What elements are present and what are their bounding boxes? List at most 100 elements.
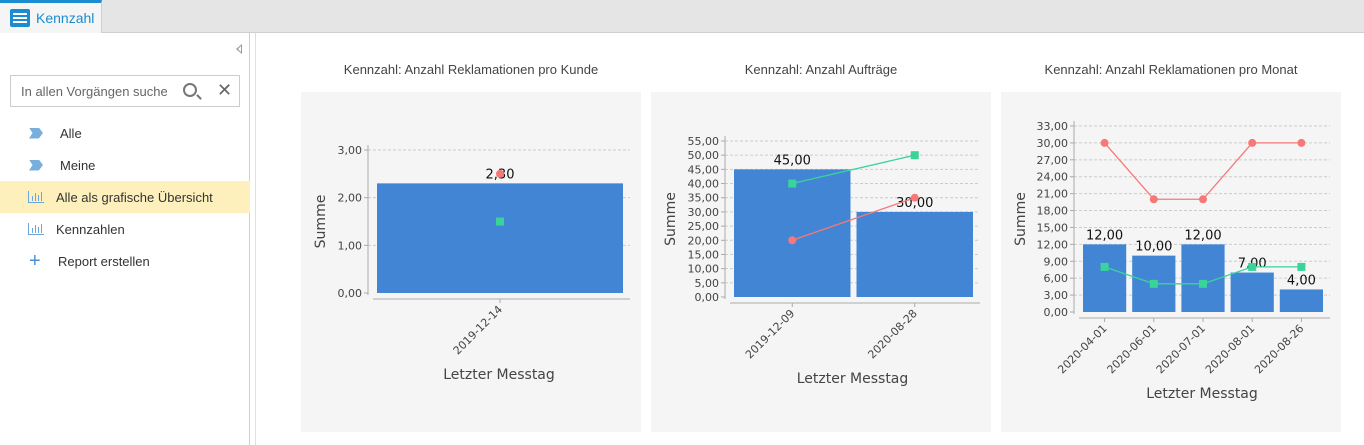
chart-panel-3: 0,00 3,00 6,00 9,00 12,00 15,00 18,00 21,00 24,0… — [1001, 92, 1341, 432]
bar-label: 30,00 — [896, 196, 933, 211]
tab-kennzahl[interactable]: Kennzahl — [0, 0, 102, 33]
y-tick-label: 21,00 — [1037, 188, 1069, 201]
bar — [1181, 244, 1225, 312]
y-tick-label: 15,00 — [1037, 221, 1069, 234]
green-point — [1100, 262, 1109, 271]
green-point — [1297, 262, 1306, 271]
y-tick-label: 0,00 — [1044, 306, 1069, 319]
y-tick-label: 30,00 — [688, 206, 720, 219]
divider — [255, 33, 256, 445]
bar — [734, 169, 851, 297]
x-tick-label: 2020-07-01 — [1154, 322, 1208, 376]
bar — [1083, 244, 1127, 312]
y-tick-label: 25,00 — [688, 220, 720, 233]
x-tick-label: 2020-04-01 — [1055, 322, 1109, 376]
red-point — [1149, 195, 1158, 204]
y-tick-label: 10,00 — [688, 263, 720, 276]
bar-label: 10,00 — [1135, 240, 1172, 255]
sidebar-item-meine[interactable]: Meine — [0, 149, 250, 181]
y-tick-label: 3,00 — [1044, 289, 1069, 302]
x-tick-label: 2020-08-26 — [1252, 322, 1306, 376]
y-tick-label: 1,00 — [338, 239, 363, 252]
y-tick-label: 15,00 — [688, 248, 720, 261]
y-tick-label: 35,00 — [688, 192, 720, 205]
chart-title: Kennzahl: Anzahl Reklamationen pro Kunde — [343, 62, 599, 77]
tag-icon — [29, 159, 43, 171]
green-point — [910, 151, 919, 160]
red-point — [496, 169, 504, 178]
sidebar-item-report-erstellen[interactable]: + Report erstellen — [29, 249, 150, 272]
tab-bar: Kennzahl — [0, 0, 1364, 33]
y-tick-label: 27,00 — [1037, 154, 1069, 167]
sidebar — [0, 33, 250, 445]
green-point — [1248, 262, 1257, 271]
y-tick-label: 0,00 — [338, 287, 363, 300]
bar-chart-icon — [28, 223, 44, 235]
search-icon[interactable] — [183, 83, 197, 97]
bar-label: 4,00 — [1287, 273, 1316, 288]
search-input[interactable]: In allen Vorgängen suchen ✕ — [10, 75, 240, 107]
sidebar-item-grafische-uebersicht[interactable]: Alle als grafische Übersicht — [0, 181, 250, 213]
y-tick-label: 0,00 — [695, 291, 720, 304]
y-tick-label: 33,00 — [1037, 120, 1069, 133]
bar-label: 12,00 — [1086, 228, 1123, 243]
y-axis-label: Summe — [313, 195, 329, 249]
bar — [377, 183, 623, 293]
x-tick-label: 2019-12-09 — [743, 307, 797, 361]
green-series-line — [792, 154, 915, 185]
x-tick-label: 2020-08-28 — [865, 307, 919, 361]
red-point — [1248, 138, 1257, 147]
x-axis-label: Letzter Messtag — [443, 367, 555, 383]
y-tick-label: 12,00 — [1037, 238, 1069, 251]
y-tick-label: 3,00 — [338, 144, 363, 157]
list-icon — [10, 9, 30, 27]
green-point — [1199, 279, 1207, 288]
green-point — [496, 217, 504, 226]
tag-icon — [29, 127, 43, 139]
y-tick-label: 30,00 — [1037, 137, 1069, 150]
bar — [1279, 289, 1323, 312]
x-axis-label: Letzter Messtag — [797, 371, 909, 387]
y-tick-label: 40,00 — [688, 178, 720, 191]
collapse-sidebar-icon[interactable] — [236, 44, 242, 54]
sidebar-item-kennzahlen[interactable]: Kennzahlen — [0, 213, 250, 245]
y-tick-label: 18,00 — [1037, 205, 1069, 218]
sidebar-item-alle[interactable]: Alle — [0, 117, 250, 149]
y-tick-label: 5,00 — [695, 277, 720, 290]
y-tick-label: 20,00 — [688, 234, 720, 247]
red-point — [1297, 138, 1306, 147]
bar — [856, 211, 973, 297]
red-point — [910, 193, 919, 202]
green-point — [788, 179, 797, 188]
y-axis-label: Summe — [1013, 192, 1029, 246]
clear-icon[interactable]: ✕ — [217, 80, 233, 100]
x-tick-label: 2020-06-01 — [1105, 322, 1159, 376]
y-tick-label: 45,00 — [688, 163, 720, 176]
chart-title: Kennzahl: Anzahl Reklamationen pro Monat — [1044, 62, 1298, 77]
y-tick-label: 6,00 — [1044, 272, 1069, 285]
red-point — [788, 236, 797, 245]
red-point — [1100, 138, 1109, 147]
x-tick-label: 2020-08-01 — [1203, 322, 1257, 376]
y-axis-label: Summe — [663, 192, 679, 246]
y-tick-label: 50,00 — [688, 149, 720, 162]
red-series-line — [792, 197, 915, 241]
bar-label: 45,00 — [774, 153, 811, 168]
red-point — [1199, 195, 1207, 204]
x-axis-label: Letzter Messtag — [1146, 386, 1258, 402]
y-tick-label: 2,00 — [338, 192, 363, 205]
chart-panel-2: 0,00 5,00 10,00 15,00 20,00 25,00 30,00 35,00 40… — [651, 92, 991, 432]
x-tick-label: 2019-12-14 — [451, 303, 505, 357]
red-series-line — [1104, 142, 1302, 200]
bar-chart-icon — [28, 191, 44, 203]
tab-label: Kennzahl — [36, 10, 95, 26]
bar — [1230, 272, 1274, 312]
bar-label: 12,00 — [1184, 228, 1221, 243]
y-tick-label: 9,00 — [1044, 255, 1069, 268]
y-tick-label: 24,00 — [1037, 171, 1069, 184]
plus-icon: + — [29, 249, 41, 272]
y-tick-label: 55,00 — [688, 135, 720, 148]
chart-title: Kennzahl: Anzahl Aufträge — [744, 62, 898, 77]
green-point — [1149, 279, 1158, 288]
